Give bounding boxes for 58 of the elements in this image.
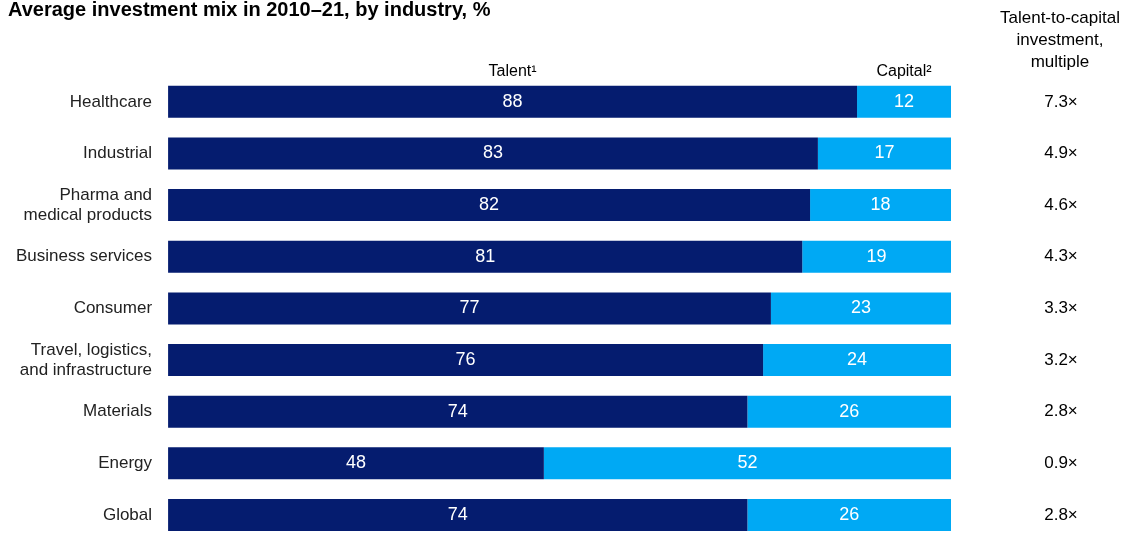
text: Talent-to-capital investment, multiple [999,8,1121,72]
bar [168,498,748,531]
data-label: 23 [850,297,871,318]
bar [747,395,951,428]
data-label: 74 [447,400,468,421]
bar [168,85,858,118]
y-tick-label: Healthcare [69,91,153,111]
y-tick-label: Business services [15,246,153,266]
bar [802,240,951,273]
data-label: 88 [502,90,523,111]
text: 7.3× [1044,91,1078,111]
text: 2.8× [1044,401,1078,421]
text: 4.6× [1044,194,1078,214]
y-tick-label: Travel, logistics, and infrastructure [19,339,153,379]
data-label: 77 [459,297,480,318]
series-label: Talent¹ [488,62,537,80]
data-label: 83 [482,142,503,163]
data-label: 82 [479,194,500,215]
data-label: 19 [866,245,887,266]
data-label: 74 [447,503,468,524]
y-tick-label: Consumer [73,298,153,318]
data-label: 18 [870,194,891,215]
y-tick-label: Energy [98,453,153,473]
y-tick-label: Pharma and medical products [23,184,153,224]
text: 2.8× [1044,504,1078,524]
bar [763,344,951,377]
data-label: 17 [874,142,895,163]
bar [168,344,764,377]
bar [747,498,951,531]
bar [857,85,951,118]
bar [168,137,818,170]
text: 3.2× [1044,349,1078,369]
data-label: 52 [737,452,758,473]
y-tick-label: Materials [83,401,153,421]
data-label: 76 [455,349,476,370]
data-label: 26 [839,400,860,421]
data-label: 48 [345,452,366,473]
data-label: 12 [894,90,915,111]
data-label: 81 [475,245,496,266]
bar [543,447,951,480]
bar [770,292,951,325]
bar [168,395,748,428]
y-tick-label: Global [102,504,153,524]
data-label: 24 [847,349,868,370]
text: 4.3× [1044,246,1078,266]
bar [168,240,803,273]
text: 4.9× [1044,143,1078,163]
series-label: Capital² [876,62,933,80]
bar [817,137,951,170]
bar [810,189,951,222]
data-label: 26 [839,503,860,524]
y-tick-label: Industrial [83,143,153,163]
text: 3.3× [1044,298,1078,318]
bar [168,447,544,480]
bar [168,189,811,222]
text: 0.9× [1044,453,1078,473]
bar [168,292,771,325]
chart-title: Average investment mix in 2010–21, by industry, % [8,0,491,20]
